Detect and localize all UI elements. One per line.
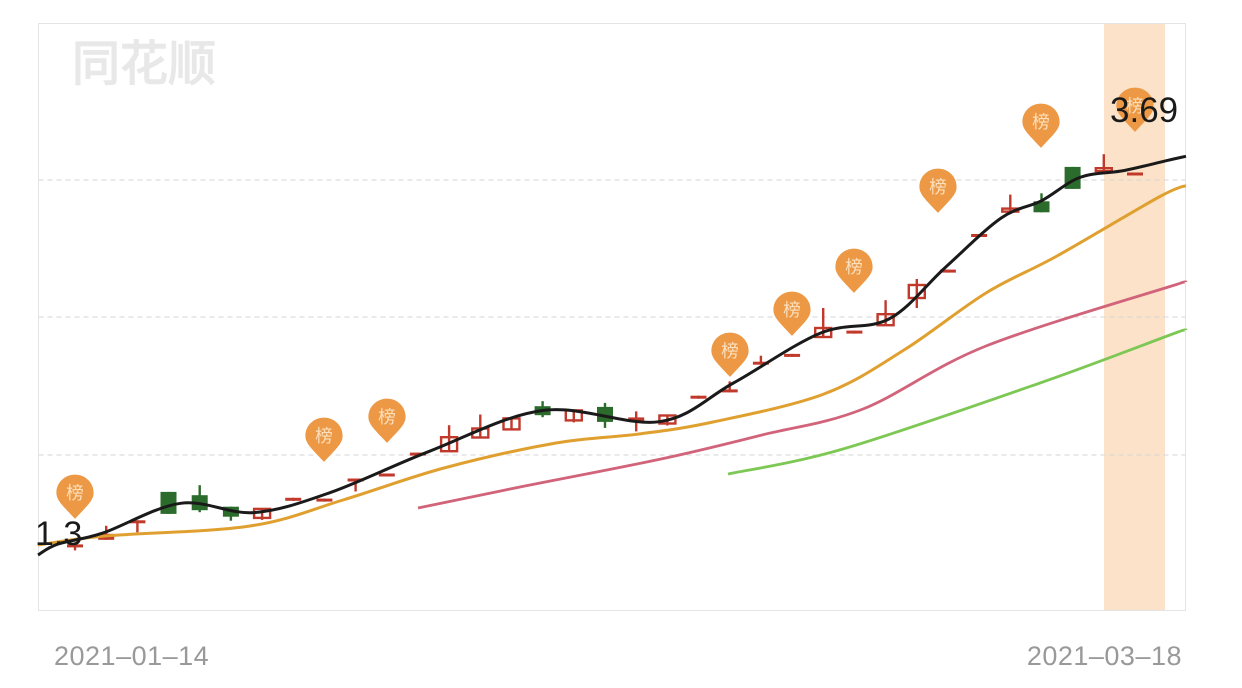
svg-text:2021–03–18: 2021–03–18 [1027, 641, 1182, 671]
svg-text:榜: 榜 [66, 483, 84, 503]
svg-text:3.69: 3.69 [1110, 91, 1178, 130]
svg-text:榜: 榜 [845, 257, 863, 277]
svg-text:榜: 榜 [378, 407, 396, 427]
svg-text:同花顺: 同花顺 [72, 38, 216, 91]
svg-text:榜: 榜 [783, 300, 801, 320]
svg-text:榜: 榜 [929, 177, 947, 197]
svg-text:榜: 榜 [721, 341, 739, 361]
svg-text:1.3: 1.3 [35, 515, 82, 553]
svg-text:榜: 榜 [1032, 112, 1050, 132]
svg-text:榜: 榜 [315, 426, 333, 446]
svg-text:2021–01–14: 2021–01–14 [54, 641, 209, 671]
